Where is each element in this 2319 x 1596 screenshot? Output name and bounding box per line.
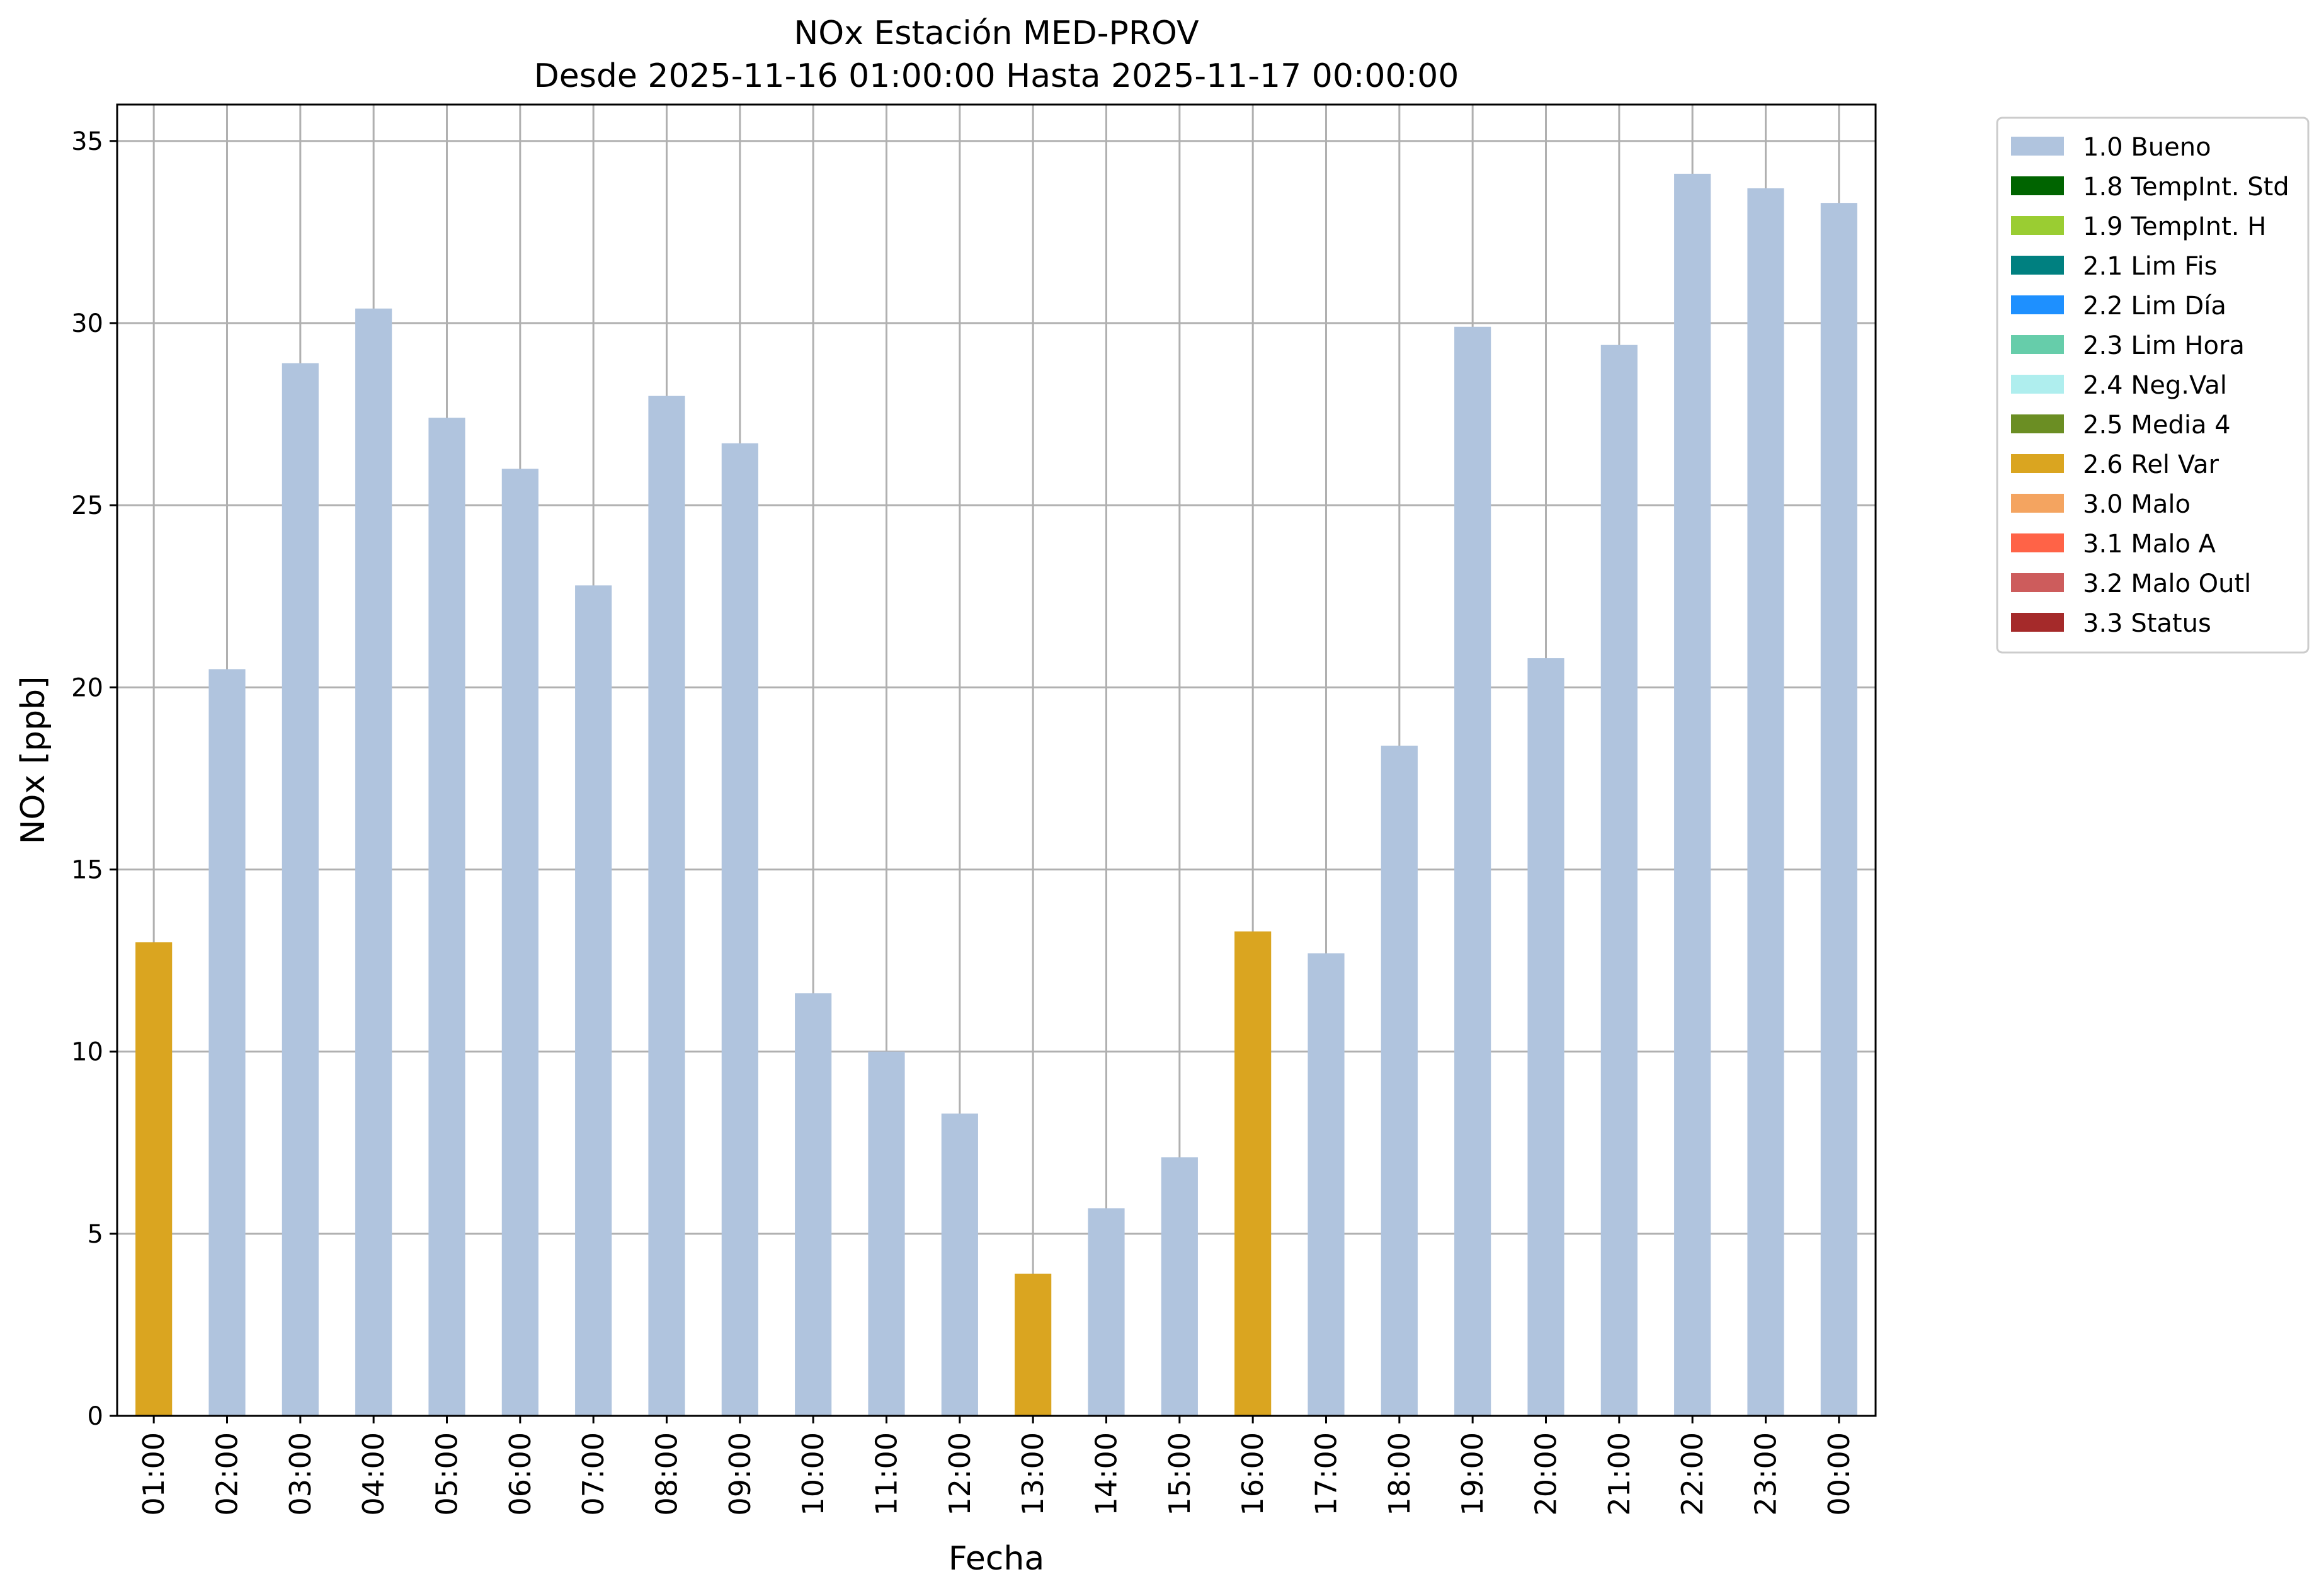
legend: 1.0 Bueno 1.8 TempInt. Std 1.9 TempInt. H 2… — [1996, 117, 2310, 654]
legend-swatch — [2011, 137, 2064, 156]
x-tick-label: 20:00 — [1529, 1432, 1563, 1516]
bar — [135, 942, 173, 1416]
legend-label: 1.8 TempInt. Std — [2083, 173, 2289, 202]
legend-swatch — [2011, 375, 2064, 394]
x-tick-label: 17:00 — [1309, 1432, 1343, 1516]
y-tick-label: 30 — [71, 309, 103, 338]
bar — [648, 396, 685, 1416]
y-tick-label: 25 — [71, 491, 103, 520]
bar — [1820, 203, 1857, 1416]
bar — [1015, 1274, 1052, 1416]
x-tick-label: 07:00 — [576, 1432, 610, 1516]
legend-label: 1.0 Bueno — [2083, 133, 2211, 162]
legend-swatch — [2011, 295, 2064, 314]
legend-label: 3.0 Malo — [2083, 490, 2191, 519]
legend-label: 2.1 Lim Fis — [2083, 252, 2217, 281]
x-tick-label: 21:00 — [1602, 1432, 1636, 1516]
x-tick-label: 02:00 — [210, 1432, 244, 1516]
x-tick-label: 18:00 — [1382, 1432, 1416, 1516]
bar — [575, 585, 612, 1416]
legend-label: 2.2 Lim Día — [2083, 292, 2226, 321]
x-tick-label: 00:00 — [1822, 1432, 1856, 1516]
x-tick-label: 13:00 — [1016, 1432, 1050, 1516]
legend-swatch — [2011, 454, 2064, 473]
bar — [428, 418, 465, 1416]
legend-label: 2.4 Neg.Val — [2083, 371, 2227, 400]
x-axis-label: Fecha — [949, 1540, 1044, 1578]
x-tick-label: 09:00 — [723, 1432, 757, 1516]
bar — [1600, 345, 1638, 1416]
bar — [941, 1113, 978, 1416]
x-tick-label: 14:00 — [1090, 1432, 1124, 1516]
bar — [1454, 326, 1491, 1416]
bar — [282, 363, 319, 1416]
legend-swatch — [2011, 533, 2064, 552]
x-tick-label: 06:00 — [503, 1432, 537, 1516]
x-tick-label: 10:00 — [796, 1432, 830, 1516]
bar — [208, 669, 246, 1416]
y-tick-label: 5 — [88, 1220, 103, 1249]
legend-swatch — [2011, 216, 2064, 235]
bar — [501, 469, 538, 1416]
x-tick-label: 01:00 — [137, 1432, 171, 1516]
bar — [1088, 1208, 1125, 1416]
legend-swatch — [2011, 335, 2064, 354]
legend-swatch — [2011, 176, 2064, 195]
legend-label: 3.2 Malo Outl — [2083, 569, 2251, 598]
x-tick-label: 04:00 — [356, 1432, 390, 1516]
legend-swatch — [2011, 256, 2064, 275]
x-tick-label: 11:00 — [870, 1432, 904, 1516]
legend-label: 1.9 TempInt. H — [2083, 212, 2266, 241]
plot-area-frame — [116, 103, 1877, 1417]
x-tick-label: 22:00 — [1675, 1432, 1709, 1516]
bar — [868, 1051, 905, 1416]
bar — [1308, 953, 1345, 1416]
bar — [1747, 188, 1784, 1416]
bar — [355, 308, 392, 1416]
x-tick-label: 15:00 — [1163, 1432, 1197, 1516]
bar — [1234, 931, 1272, 1416]
legend-swatch — [2011, 414, 2064, 433]
y-axis-ticks: 0 5 10 15 20 25 30 35 — [71, 127, 117, 1431]
legend-label: 2.5 Media 4 — [2083, 411, 2231, 440]
bar — [795, 993, 832, 1416]
legend-label: 3.3 Status — [2083, 609, 2211, 638]
legend-label: 2.6 Rel Var — [2083, 450, 2219, 479]
x-tick-label: 19:00 — [1456, 1432, 1490, 1516]
legend-swatch — [2011, 494, 2064, 513]
y-axis-label: NOx [ppb] — [14, 676, 52, 845]
legend-label: 3.1 Malo A — [2083, 530, 2216, 559]
y-tick-label: 0 — [88, 1402, 103, 1431]
x-axis-ticks: 01:00 02:00 03:00 04:00 05:00 06:00 07:00 08:00… — [137, 1416, 1856, 1516]
x-tick-label: 03:00 — [283, 1432, 317, 1516]
x-tick-label: 05:00 — [430, 1432, 464, 1516]
x-tick-label: 12:00 — [943, 1432, 977, 1516]
x-tick-label: 23:00 — [1749, 1432, 1783, 1516]
chart-subtitle: Desde 2025-11-16 01:00:00 Hasta 2025-11-… — [534, 57, 1459, 95]
y-tick-label: 20 — [71, 673, 103, 702]
chart-title: NOx Estación MED-PROV — [794, 14, 1199, 52]
legend-label: 2.3 Lim Hora — [2083, 331, 2245, 360]
x-tick-label: 16:00 — [1236, 1432, 1270, 1516]
bar — [1674, 173, 1711, 1416]
y-tick-label: 35 — [71, 127, 103, 156]
y-tick-label: 10 — [71, 1038, 103, 1067]
legend-swatch — [2011, 613, 2064, 632]
bar — [1161, 1157, 1198, 1416]
legend-frame — [1996, 117, 2310, 654]
bar — [721, 443, 758, 1416]
bar — [1527, 658, 1564, 1416]
bars — [135, 173, 1857, 1416]
bar — [1381, 745, 1418, 1416]
legend-swatch — [2011, 573, 2064, 592]
y-tick-label: 15 — [71, 856, 103, 885]
x-tick-label: 08:00 — [650, 1432, 684, 1516]
